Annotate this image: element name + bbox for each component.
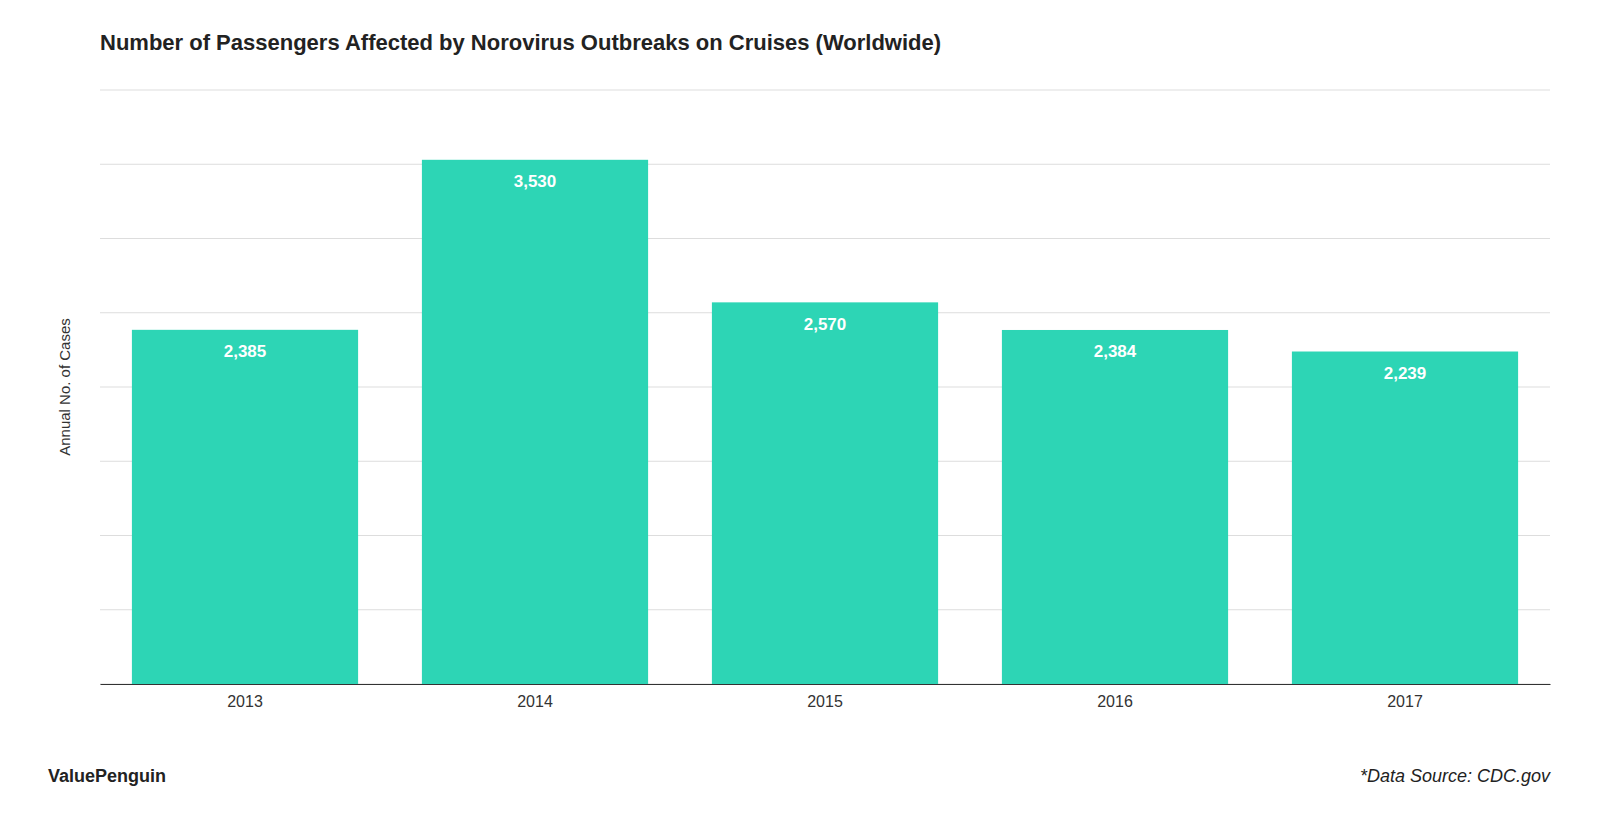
- title: Number of Passengers Affected by Norovir…: [100, 30, 941, 55]
- x-tick-label: 2015: [807, 693, 843, 710]
- grid: [100, 90, 1550, 684]
- data-label: 3,530: [514, 172, 557, 191]
- bar: [422, 160, 648, 684]
- chart: 2013 2014 2015 2016 2017 2,385 3,530 2,570 2,384…: [0, 0, 1600, 814]
- grid-line: [100, 164, 1550, 165]
- x-tick: 2014: [517, 693, 553, 710]
- grid-line: [100, 90, 1550, 91]
- data-labels: 2,385 3,530 2,570 2,384 2,239: [224, 172, 1427, 383]
- plot-area: 2013 2014 2015 2016 2017 2,385 3,530 2,570 2,384…: [100, 90, 1551, 710]
- data-label: 2,384: [1094, 342, 1137, 361]
- y-axis-title: Annual No. of Cases: [56, 318, 73, 456]
- bar: [132, 330, 358, 684]
- x-tick: 2016: [1097, 693, 1133, 710]
- bar: [1002, 330, 1228, 684]
- x-axis: 2013 2014 2015 2016 2017: [101, 685, 1551, 711]
- footer-left: ValuePenguin: [48, 766, 166, 786]
- x-tick-label: 2013: [227, 693, 263, 710]
- x-tick: 2013: [227, 693, 263, 710]
- x-axis-line: [101, 684, 1551, 685]
- footer-right: *Data Source: CDC.gov: [1360, 766, 1551, 786]
- bars: [132, 160, 1518, 684]
- x-tick: 2015: [807, 693, 843, 710]
- x-tick: 2017: [1387, 693, 1423, 710]
- bar: [712, 302, 938, 684]
- x-tick-label: 2014: [517, 693, 553, 710]
- data-label: 2,570: [804, 315, 847, 334]
- data-label: 2,239: [1384, 364, 1427, 383]
- x-tick-label: 2017: [1387, 693, 1423, 710]
- grid-line: [100, 238, 1550, 239]
- data-label: 2,385: [224, 342, 267, 361]
- bar: [1292, 352, 1518, 684]
- x-tick-label: 2016: [1097, 693, 1133, 710]
